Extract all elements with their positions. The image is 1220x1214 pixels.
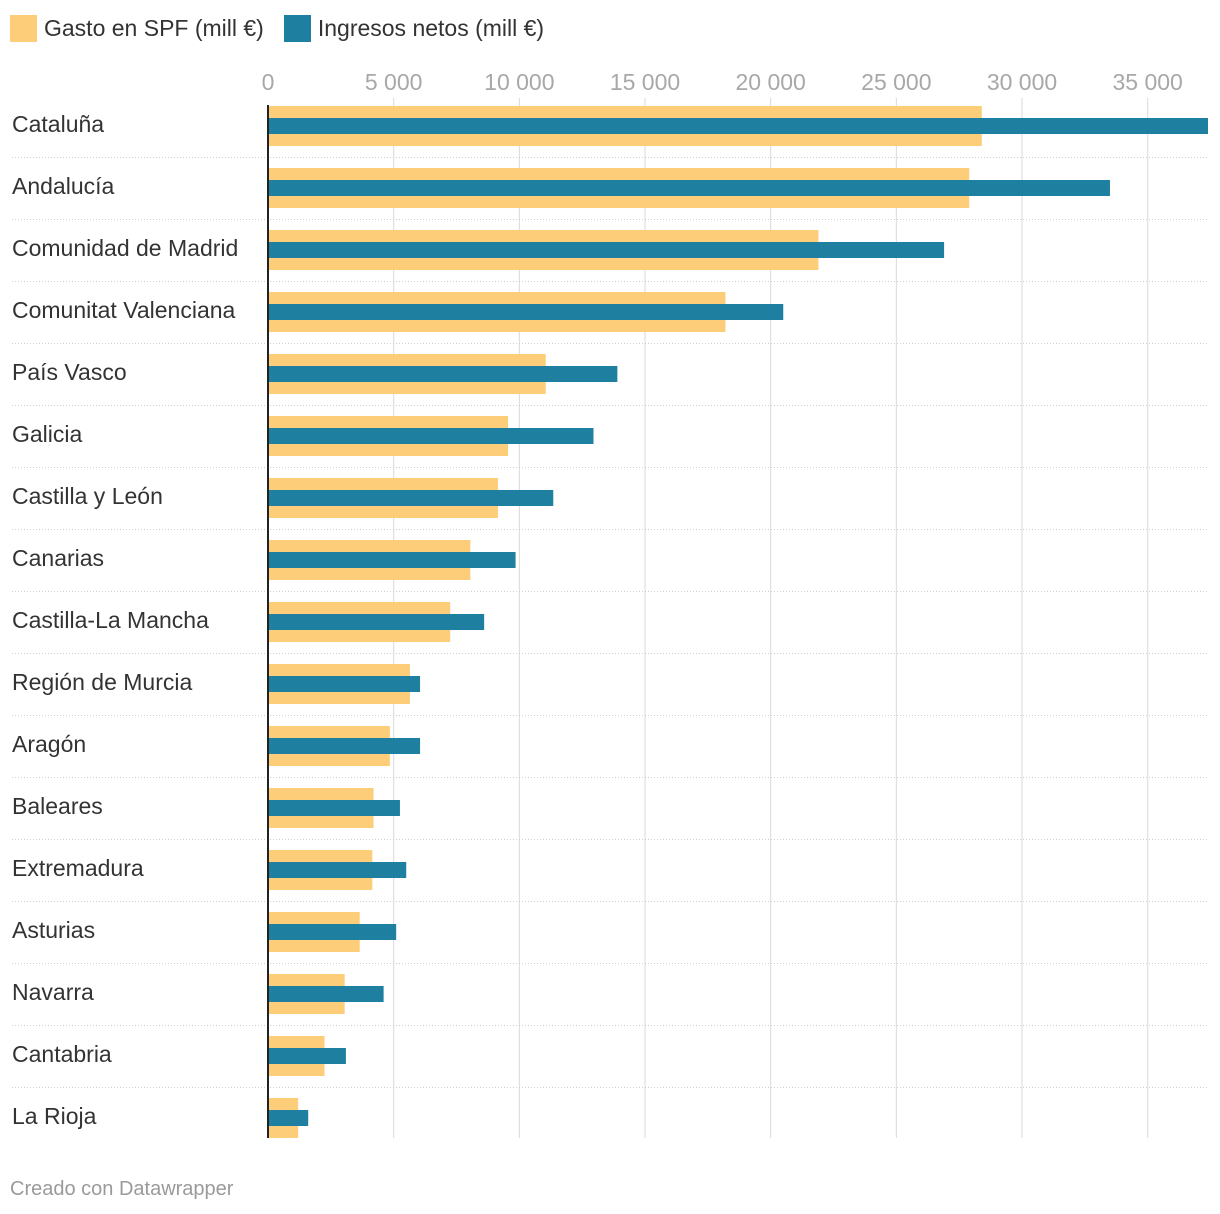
credit-text: Creado con Datawrapper (10, 1178, 234, 1200)
x-tick-label: 10 000 (484, 69, 554, 95)
x-tick-label: 25 000 (861, 69, 931, 95)
category-label: La Rioja (12, 1103, 97, 1129)
category-label: Andalucía (12, 173, 115, 199)
category-label: Castilla y León (12, 483, 163, 509)
bar-ingresos (268, 800, 400, 816)
bar-ingresos (268, 676, 421, 692)
x-tick-label: 5 000 (365, 69, 423, 95)
category-label: País Vasco (12, 359, 127, 385)
category-label: Aragón (12, 731, 86, 757)
bar-ingresos (268, 862, 407, 878)
x-tick-label: 30 000 (987, 69, 1057, 95)
x-tick-label: 35 000 (1112, 69, 1182, 95)
legend-swatch-gasto (10, 14, 37, 42)
bar-ingresos (268, 1110, 309, 1126)
bar-ingresos (268, 180, 1110, 196)
category-label: Navarra (12, 979, 94, 1005)
bar-ingresos (268, 428, 594, 444)
bar-ingresos (268, 614, 485, 630)
bar-ingresos (268, 490, 554, 506)
category-label: Comunitat Valenciana (12, 297, 236, 323)
bar-ingresos (268, 118, 1208, 134)
category-label: Canarias (12, 545, 104, 571)
bar-ingresos (268, 552, 516, 568)
category-label: Extremadura (12, 855, 144, 881)
category-label: Comunidad de Madrid (12, 235, 238, 261)
bar-ingresos (268, 986, 384, 1002)
category-label: Región de Murcia (12, 669, 192, 695)
category-label: Castilla-La Mancha (12, 607, 209, 633)
category-label: Cantabria (12, 1041, 112, 1067)
category-label: Galicia (12, 421, 83, 447)
x-tick-label: 0 (262, 69, 275, 95)
bar-ingresos (268, 1048, 346, 1064)
legend-item-gasto: Gasto en SPF (mill €) (10, 14, 264, 42)
legend-label-ingresos: Ingresos netos (mill €) (317, 14, 545, 41)
bar-ingresos (268, 924, 397, 940)
category-label: Baleares (12, 793, 103, 819)
bar-ingresos (268, 738, 421, 754)
bar-ingresos (268, 304, 784, 320)
legend-item-ingresos: Ingresos netos (mill €) (283, 14, 545, 42)
legend: Gasto en SPF (mill €) Ingresos netos (mi… (10, 12, 564, 44)
legend-label-gasto: Gasto en SPF (mill €) (44, 14, 264, 41)
category-label: Asturias (12, 917, 95, 943)
bar-ingresos (268, 242, 945, 258)
bar-ingresos (268, 366, 618, 382)
legend-swatch-ingresos (283, 14, 311, 42)
x-tick-label: 20 000 (735, 69, 805, 95)
category-label: Cataluña (12, 111, 104, 137)
x-tick-label: 15 000 (610, 69, 680, 95)
